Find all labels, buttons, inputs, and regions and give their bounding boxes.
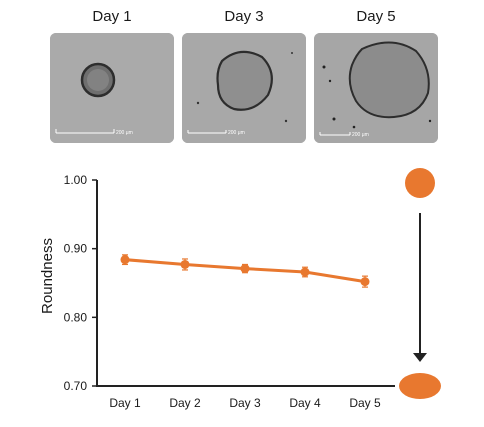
scale-text-day1: 200 μm [116,130,133,136]
x-tick-label: Day 4 [289,396,321,410]
x-tick-label: Day 5 [349,396,381,410]
x-tick-label: Day 2 [169,396,201,410]
panel-label-day1: Day 1 [92,8,132,25]
scale-text-day3: 200 μm [228,130,245,136]
panel-label-day5: Day 5 [356,8,396,25]
elongated-shape-indicator [399,373,441,399]
micrograph-day1: 200 μm [50,33,174,143]
y-tick-label: 0.90 [64,242,88,256]
y-tick-label: 1.00 [64,173,88,187]
spheroid-day5 [348,41,430,119]
x-tick-label: Day 1 [109,396,141,410]
round-shape-indicator [405,168,435,198]
data-point [300,267,310,277]
trend-arrow-head [413,353,427,362]
y-tick-label: 0.80 [64,310,88,324]
scale-text-day5: 200 μm [352,132,369,138]
panel-label-day3: Day 3 [224,8,264,25]
data-point [360,277,370,287]
micrograph-day5: 200 μm [314,33,438,143]
y-tick-label: 0.70 [64,379,88,393]
y-axis-label: Roundness [39,238,56,314]
spheroid-day3 [216,50,273,111]
data-point [240,264,250,274]
micrograph-day3: 200 μm [182,33,306,143]
data-point [120,255,130,265]
data-point [180,259,190,269]
x-tick-label: Day 3 [229,396,261,410]
